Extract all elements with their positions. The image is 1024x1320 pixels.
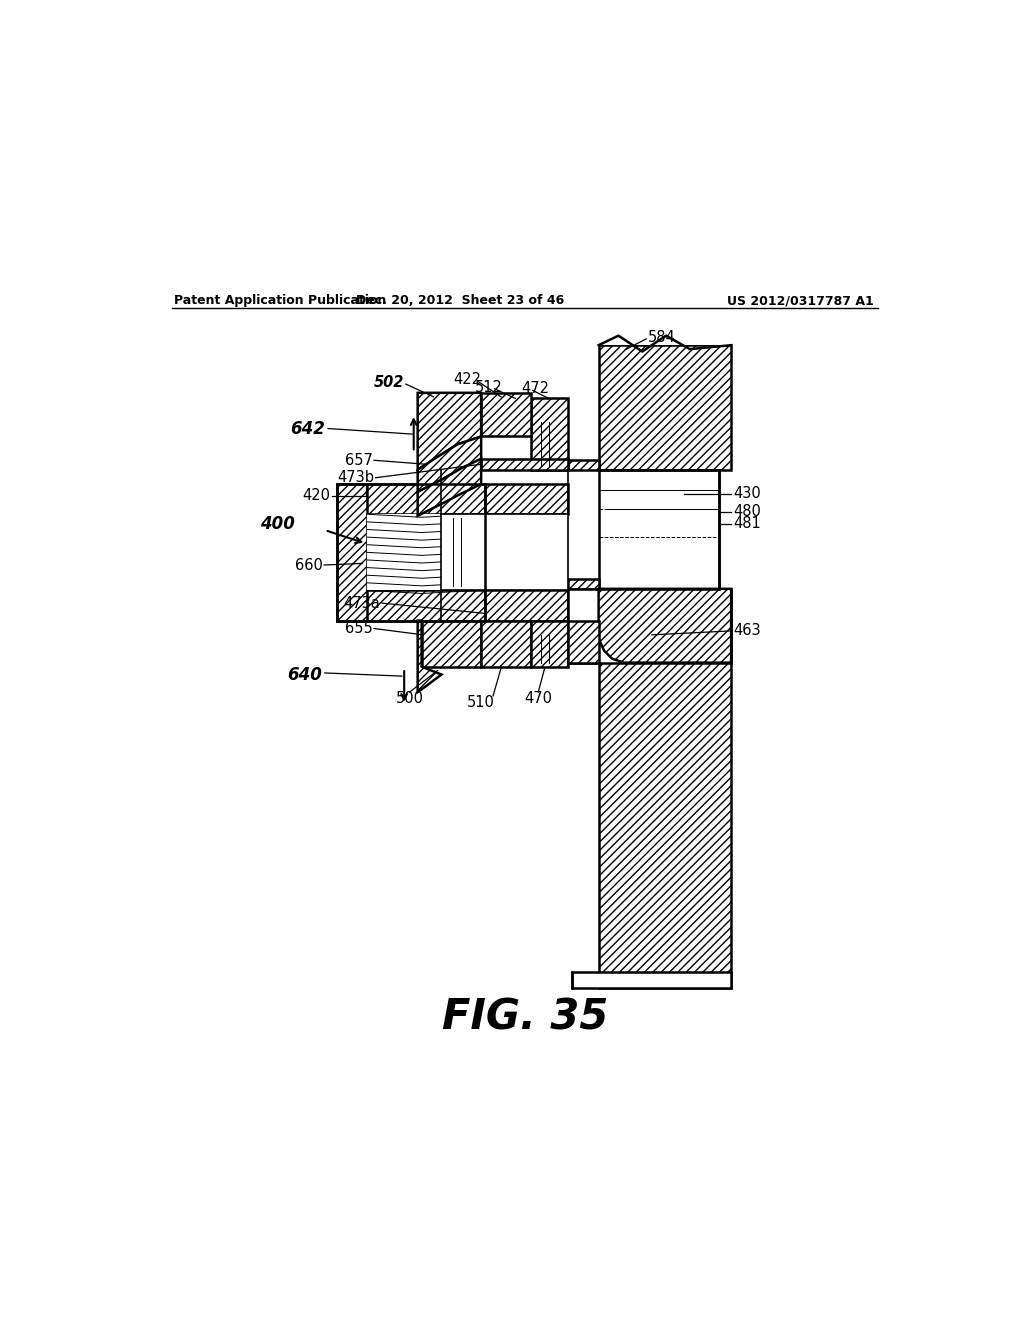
Bar (422, 620, 481, 667)
Bar (599, 589, 731, 987)
Text: 642: 642 (290, 420, 325, 437)
Bar (567, 589, 731, 663)
Polygon shape (418, 458, 481, 516)
Text: 500: 500 (395, 690, 424, 706)
Polygon shape (418, 393, 481, 470)
Text: 481: 481 (733, 516, 761, 531)
Text: 655: 655 (345, 620, 373, 636)
Text: 472: 472 (521, 381, 549, 396)
Text: 422: 422 (454, 372, 481, 387)
Polygon shape (485, 590, 567, 620)
Text: 480: 480 (733, 504, 762, 519)
Text: 584: 584 (648, 330, 676, 345)
Bar (337, 590, 485, 620)
Text: 660: 660 (295, 557, 323, 573)
Polygon shape (599, 589, 731, 663)
Bar (481, 620, 531, 667)
Bar (599, 313, 731, 346)
Text: 400: 400 (260, 515, 295, 533)
Bar (337, 484, 367, 620)
Bar (599, 470, 719, 589)
Text: US 2012/0317787 A1: US 2012/0317787 A1 (727, 294, 873, 308)
Polygon shape (567, 620, 599, 663)
Text: 463: 463 (733, 623, 761, 639)
Text: 473b: 473b (337, 470, 374, 486)
Text: 470: 470 (524, 690, 552, 706)
Bar (567, 579, 599, 589)
Text: 420: 420 (302, 488, 331, 503)
Text: 510: 510 (467, 694, 495, 710)
Text: FIG. 35: FIG. 35 (441, 997, 608, 1039)
Bar (567, 461, 599, 470)
Text: 473a: 473a (344, 595, 380, 611)
Bar (599, 346, 731, 470)
Bar (572, 972, 731, 987)
Bar (367, 515, 477, 590)
Bar (441, 515, 567, 590)
Bar (531, 620, 567, 667)
Bar (337, 484, 485, 620)
Text: 512: 512 (475, 380, 503, 395)
Polygon shape (418, 437, 481, 492)
Text: 640: 640 (288, 665, 323, 684)
Polygon shape (485, 484, 567, 515)
Polygon shape (418, 620, 441, 692)
Bar (481, 393, 531, 437)
Bar (337, 484, 485, 515)
Bar (481, 458, 567, 470)
Text: 430: 430 (733, 486, 761, 502)
Text: Dec. 20, 2012  Sheet 23 of 46: Dec. 20, 2012 Sheet 23 of 46 (355, 294, 564, 308)
Text: 502: 502 (374, 375, 404, 389)
Bar (531, 399, 567, 470)
Text: 657: 657 (344, 453, 373, 467)
Text: Patent Application Publication: Patent Application Publication (174, 294, 386, 308)
